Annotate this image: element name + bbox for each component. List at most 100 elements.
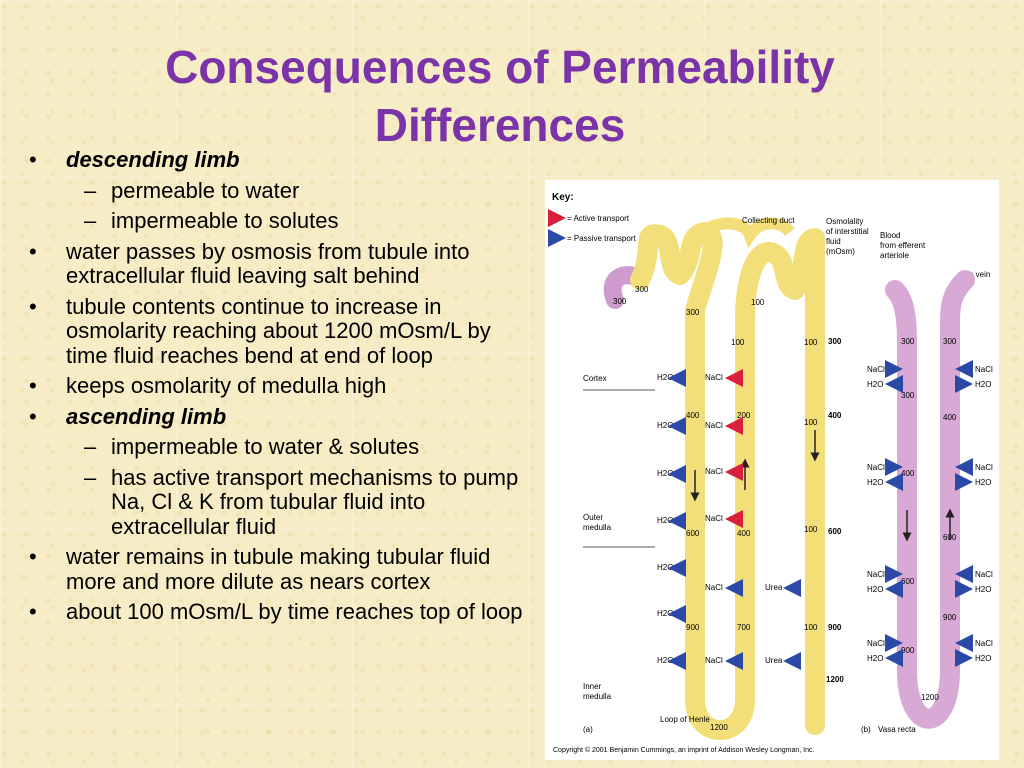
vasa-value: 1200: [921, 693, 939, 702]
osmolality-header-4: (mOsm): [826, 247, 855, 256]
tubule-value: 100: [804, 525, 818, 534]
bullet-list: • descending limb – permeable to water – im…: [26, 147, 526, 631]
tubule-values: 300 300 300 400 600 900 1200 100 200 400…: [613, 285, 818, 732]
key-passive-label: = Passive transport: [567, 234, 636, 243]
bullet-text: water remains in tubule making tubular f…: [66, 544, 491, 594]
vasa-value: 900: [901, 646, 915, 655]
tubule-value: 100: [804, 338, 818, 347]
sub-bullet-item: – has active transport mechanisms to pump…: [26, 464, 526, 540]
vasa-value: 300: [943, 337, 957, 346]
nacl-label: NaCl: [867, 365, 885, 374]
panel-a-label: (a): [583, 725, 593, 734]
sub-bullet-item: – impermeable to water & solutes: [26, 434, 526, 460]
h2o-label: H2O: [975, 380, 991, 389]
bullet-text: keeps osmolarity of medulla high: [66, 373, 387, 398]
nacl-label: NaCl: [705, 467, 723, 476]
h2o-label: H2O: [657, 373, 673, 382]
nacl-label: NaCl: [975, 365, 993, 374]
key-active-label: = Active transport: [567, 214, 630, 223]
vasa-arrows: [885, 360, 973, 667]
nacl-label: NaCl: [975, 639, 993, 648]
nacl-label: NaCl: [705, 656, 723, 665]
interstitial-value: 300: [828, 337, 842, 346]
vasa-value: 300: [901, 391, 915, 400]
osmolality-header-1: Osmolality: [826, 217, 863, 226]
tubule-value: 100: [751, 298, 765, 307]
bullet-text: permeable to water: [111, 177, 300, 203]
vasa-values: 300 300 300 400 400 600 600 900 900 1200: [901, 337, 957, 702]
bullet-text: impermeable to solutes: [111, 208, 339, 233]
loop-of-henle: [630, 222, 825, 740]
nephron-figure: Key: = Active transport = Passive transp…: [545, 180, 999, 760]
bullet-item: • water passes by osmosis from tubule int…: [26, 238, 526, 289]
blood-header-2: from efferent: [880, 241, 926, 250]
nacl-label: NaCl: [705, 421, 723, 430]
vasa-recta-loop: [885, 270, 975, 729]
h2o-label: H2O: [867, 478, 883, 487]
vasa-value: 900: [943, 613, 957, 622]
vasa-recta-label: Vasa recta: [878, 725, 916, 734]
h2o-label: H2O: [657, 421, 673, 430]
bullet-dot: •: [29, 373, 37, 398]
bullet-text: has active transport mechanisms to pump …: [111, 464, 519, 539]
nacl-label: NaCl: [705, 373, 723, 382]
h2o-label: H2O: [657, 469, 673, 478]
h2o-label: H2O: [657, 656, 673, 665]
bullet-item: • ascending limb: [26, 403, 526, 430]
tubule-value: 700: [737, 623, 751, 632]
bullet-dash: –: [84, 434, 97, 459]
blood-header-3: arteriole: [880, 251, 909, 260]
bullet-item: • keeps osmolarity of medulla high: [26, 373, 526, 399]
nacl-label: NaCl: [975, 463, 993, 472]
tubule-value: 1200: [710, 723, 728, 732]
osmolality-header-3: fluid: [826, 237, 841, 246]
bullet-text: descending limb: [66, 147, 240, 172]
tubule-value: 300: [635, 285, 649, 294]
urea-label: Urea: [765, 656, 783, 665]
copyright-text: Copyright © 2001 Benjamin Cummings, an i…: [553, 746, 814, 754]
interstitial-column: Osmolality of interstitial fluid (mOsm) …: [826, 217, 869, 684]
vasa-value: 400: [901, 469, 915, 478]
bullet-item: • tubule contents continue to increase in…: [26, 294, 526, 369]
key-title: Key:: [552, 192, 574, 203]
region-labels: Cortex Outer medulla Inner medulla: [583, 374, 655, 701]
bullet-item: • water remains in tubule making tubular …: [26, 544, 526, 594]
region-outer-line2: medulla: [583, 523, 612, 532]
vasa-value: 400: [943, 413, 957, 422]
h2o-label: H2O: [657, 563, 673, 572]
figure-key: Key: = Active transport = Passive transp…: [548, 192, 636, 247]
bullet-text: water passes by osmosis from tubule into…: [66, 238, 470, 288]
bullet-dot: •: [29, 147, 37, 172]
osmolality-header-2: of interstitial: [826, 227, 869, 236]
bullet-dash: –: [84, 208, 97, 233]
h2o-label: H2O: [657, 516, 673, 525]
nacl-label: NaCl: [867, 570, 885, 579]
tubule-value: 400: [737, 529, 751, 538]
h2o-label: H2O: [975, 478, 991, 487]
bullet-dot: •: [29, 599, 37, 624]
h2o-label: H2O: [867, 585, 883, 594]
vasa-value: 600: [901, 577, 915, 586]
tubule-value: 600: [686, 529, 700, 538]
collecting-duct-label: Collecting duct: [742, 216, 795, 225]
vasa-value: 300: [901, 337, 915, 346]
region-outer-line1: Outer: [583, 513, 603, 522]
bullet-dot: •: [29, 544, 37, 569]
nephron-diagram: Key: = Active transport = Passive transp…: [548, 192, 993, 754]
bullet-text: about 100 mOsm/L by time reaches top of …: [66, 599, 523, 624]
interstitial-value: 900: [828, 623, 842, 632]
transport-labels-a: H2O H2O H2O H2O H2O H2O H2O NaCl NaCl Na…: [657, 369, 801, 670]
sub-bullet-item: – impermeable to solutes: [26, 208, 526, 234]
bullet-dot: •: [29, 238, 37, 264]
bullet-item: • descending limb: [26, 147, 526, 173]
sub-bullet-item: – permeable to water: [26, 177, 526, 204]
nacl-label: NaCl: [975, 570, 993, 579]
tubule-value: 900: [686, 623, 700, 632]
tubule-value: 200: [737, 411, 751, 420]
slide-title: Consequences of Permeability Differences: [165, 41, 835, 151]
bullet-text: impermeable to water & solutes: [111, 434, 420, 459]
interstitial-value: 400: [828, 411, 842, 420]
h2o-label: H2O: [975, 654, 991, 663]
bullet-text: ascending limb: [66, 403, 227, 429]
nacl-label: NaCl: [705, 583, 723, 592]
